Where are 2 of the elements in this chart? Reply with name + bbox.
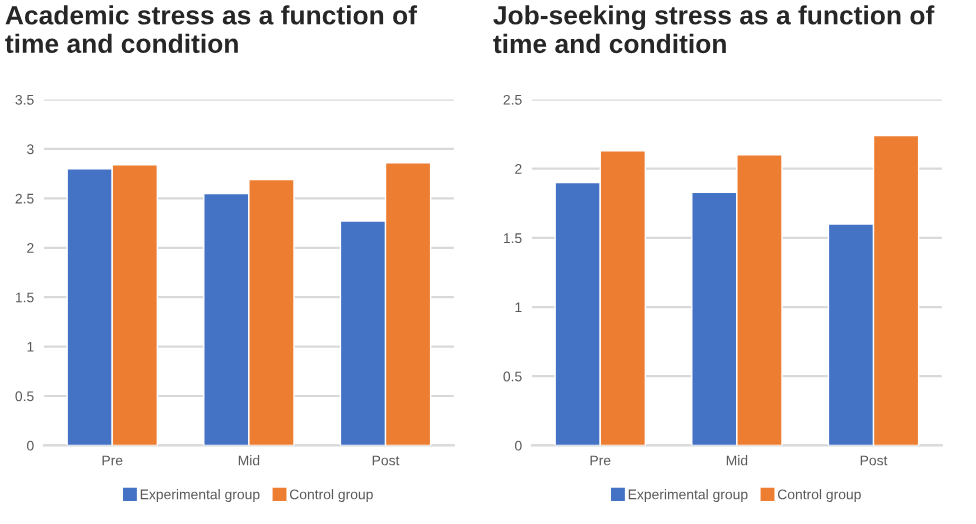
chart-title: Academic stress as a function of time and condition — [5, 5, 418, 54]
chart-title: Job-seeking stress as a function of time and condition — [493, 5, 935, 54]
